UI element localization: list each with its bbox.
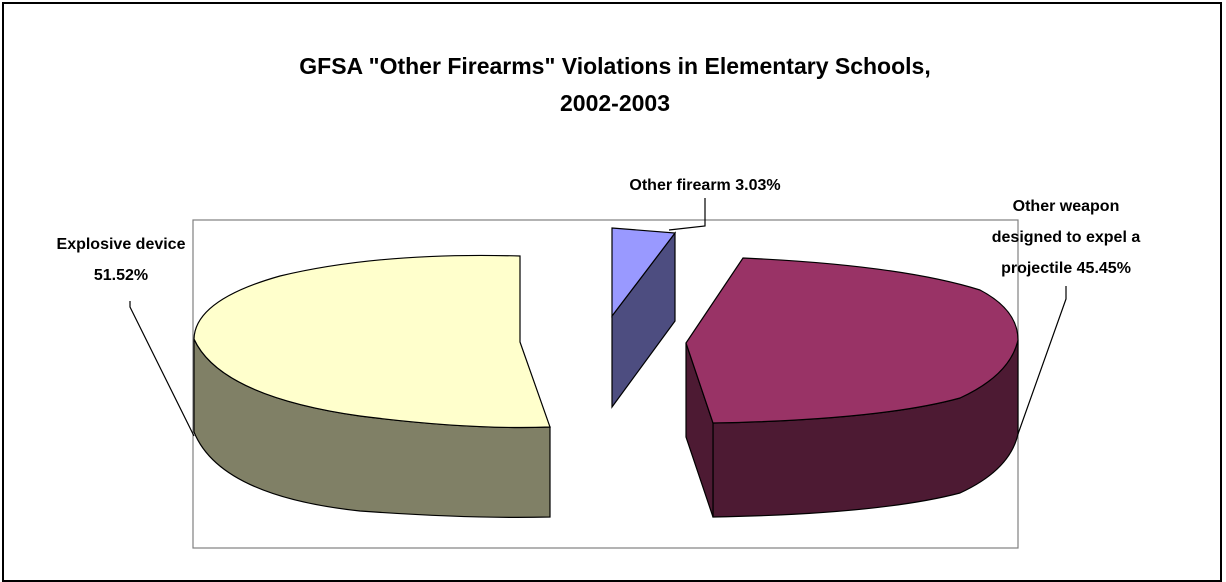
slice-other-weapon-top	[685, 257, 1019, 424]
data-label-other-weapon-line3: projectile 45.45%	[1001, 260, 1131, 277]
slice-other-firearm	[611, 227, 677, 409]
leader-line-other-weapon	[1017, 286, 1067, 435]
data-label-other-firearm: Other firearm 3.03%	[629, 177, 780, 194]
slice-other-weapon	[685, 257, 1019, 518]
slice-explosive-device	[193, 254, 551, 518]
data-label-explosive-device-line1: Explosive device	[57, 236, 186, 253]
chart-title-line1: GFSA "Other Firearms" Violations in Elem…	[299, 53, 931, 79]
slice-other-firearm-top	[611, 227, 677, 318]
leader-line-explosive-device	[129, 301, 195, 437]
chart-title: GFSA "Other Firearms" Violations in Elem…	[0, 48, 1226, 122]
data-label-other-weapon-line1: Other weapon	[1013, 198, 1120, 215]
chart-title-line2: 2002-2003	[560, 90, 670, 116]
data-label-other-weapon-line2: designed to expel a	[992, 229, 1141, 246]
leader-line-other-firearm	[668, 198, 706, 231]
data-label-explosive-device-line2: 51.52%	[94, 267, 148, 284]
slice-explosive-device-top	[193, 254, 551, 429]
